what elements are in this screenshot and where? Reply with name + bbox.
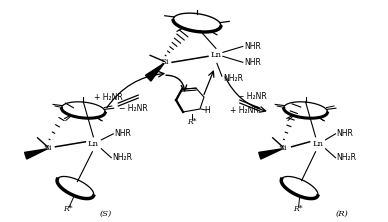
Polygon shape: [146, 63, 164, 81]
Text: + H₂NR: + H₂NR: [94, 93, 123, 102]
Text: NH₂R: NH₂R: [223, 74, 243, 83]
Text: NHR: NHR: [244, 58, 261, 67]
Text: Ln: Ln: [210, 51, 222, 59]
Text: − H₂NR: − H₂NR: [119, 103, 147, 113]
Text: Ln: Ln: [312, 140, 323, 148]
Text: (R): (R): [336, 209, 349, 217]
Text: NHR: NHR: [336, 129, 353, 138]
Text: Si: Si: [43, 144, 52, 152]
Text: NH₂R: NH₂R: [336, 153, 357, 162]
Polygon shape: [24, 149, 47, 159]
Text: R*: R*: [293, 205, 302, 213]
Text: + H₂NR: + H₂NR: [230, 105, 259, 115]
Text: NHR: NHR: [114, 129, 131, 138]
Text: R*: R*: [187, 118, 197, 126]
Text: R*: R*: [62, 205, 72, 213]
Text: (S): (S): [99, 209, 111, 217]
Polygon shape: [259, 149, 283, 159]
Text: Si: Si: [160, 58, 168, 66]
Text: NH₂R: NH₂R: [112, 153, 132, 162]
Text: − H₂NR: − H₂NR: [238, 92, 267, 101]
Text: H: H: [204, 105, 210, 115]
Text: Si: Si: [279, 144, 287, 152]
Text: NHR: NHR: [244, 42, 261, 51]
Text: Ln: Ln: [88, 140, 99, 148]
